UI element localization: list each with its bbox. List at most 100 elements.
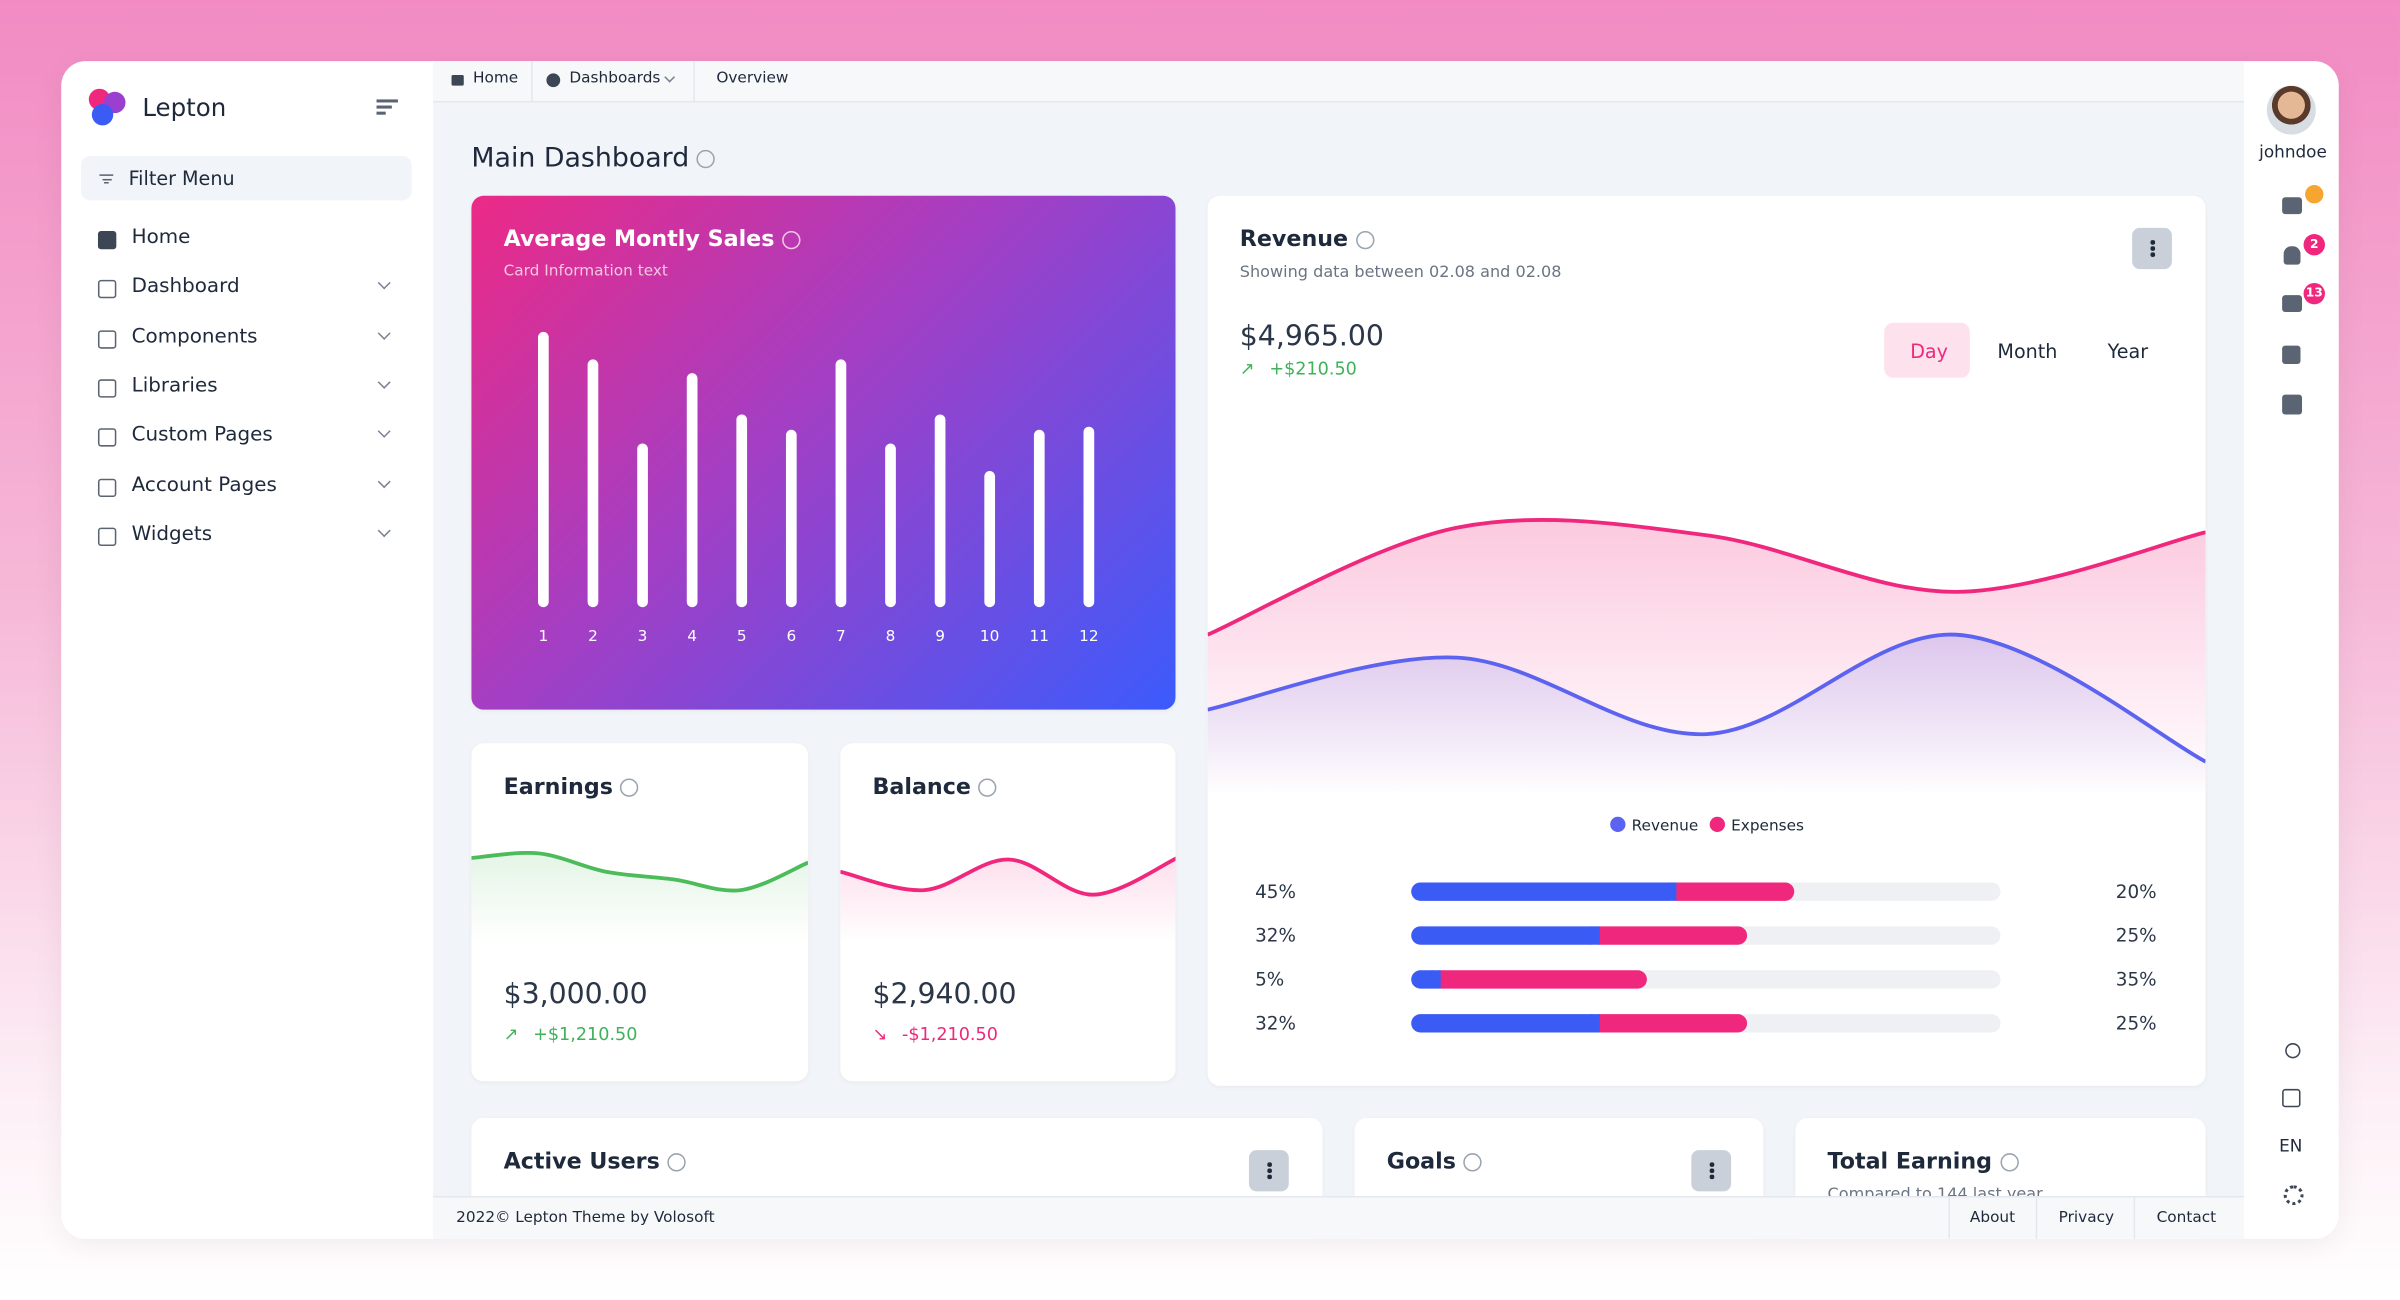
- progress-right: [1590, 1014, 1748, 1033]
- bar: [835, 359, 847, 608]
- bag-icon[interactable]: [2282, 345, 2301, 364]
- nav-item[interactable]: Widgets: [131, 522, 213, 546]
- nav-icon: [97, 379, 117, 398]
- bar: [538, 331, 549, 608]
- nav-item[interactable]: Dashboard: [131, 275, 240, 299]
- bar: [785, 429, 797, 608]
- line: [471, 851, 809, 893]
- tab[interactable]: Month: [1997, 339, 2058, 363]
- breadcrumb-item[interactable]: Home: [472, 70, 519, 88]
- contact-icon[interactable]: [2282, 197, 2303, 215]
- bar: [587, 359, 599, 608]
- bar: [736, 414, 748, 608]
- progress-joint: [1590, 926, 1600, 945]
- tab[interactable]: Day: [1910, 339, 1948, 363]
- area: [840, 858, 1176, 943]
- title-text: Revenue: [1239, 227, 1349, 253]
- footer-link[interactable]: About: [1969, 1209, 2016, 1227]
- bar: [1083, 426, 1095, 608]
- nav-icon: [97, 527, 117, 546]
- title-text: Total Earning: [1827, 1150, 1993, 1175]
- amount: $2,940.00: [872, 978, 1017, 1011]
- balance-card: Balance $2,940.00 ↘ -$1,210.50: [840, 743, 1176, 1082]
- progress-label: 25%: [2116, 1013, 2157, 1034]
- theme-icon[interactable]: [2285, 1043, 2301, 1059]
- x-tick-label: 5: [737, 627, 747, 645]
- progress-label: 5%: [1255, 970, 1284, 991]
- title-text: Active Users: [503, 1150, 660, 1175]
- username[interactable]: johndoe: [2259, 142, 2327, 163]
- nav-icon: [97, 230, 117, 250]
- progress-joint: [1431, 970, 1441, 989]
- progress-label: 20%: [2116, 882, 2157, 903]
- x-tick-label: 3: [638, 627, 648, 645]
- nav-item[interactable]: Libraries: [131, 374, 218, 398]
- copyright-text: 2022© Lepton Theme by: [456, 1209, 649, 1227]
- x-tick-label: 7: [836, 627, 846, 645]
- card-menu[interactable]: [1248, 1150, 1289, 1192]
- code-icon[interactable]: [2282, 1088, 2301, 1108]
- amount: $3,000.00: [503, 978, 648, 1011]
- nav-icon: [97, 428, 117, 447]
- nav-item[interactable]: Home: [131, 226, 191, 250]
- avatar[interactable]: [2266, 85, 2316, 135]
- revenue-amount: $4,965.00: [1239, 321, 1384, 354]
- nav-item[interactable]: Components: [131, 325, 258, 349]
- tab-active[interactable]: [1884, 322, 1970, 378]
- status-dot: [2305, 185, 2324, 204]
- x-tick-label: 11: [1030, 627, 1049, 645]
- chevron: [377, 326, 391, 340]
- nav-item[interactable]: Custom Pages: [131, 423, 273, 447]
- line: [1207, 518, 2206, 637]
- progress-left: [1411, 882, 1677, 901]
- footer: 2022© Lepton Theme by Volosoft About Pri…: [433, 1195, 2244, 1239]
- bar: [885, 443, 896, 608]
- card-menu[interactable]: [2132, 227, 2172, 270]
- settings-icon[interactable]: [2283, 1185, 2304, 1206]
- bell-icon[interactable]: [2283, 246, 2301, 265]
- footer-link[interactable]: Privacy: [2058, 1209, 2115, 1227]
- home-icon: [451, 74, 464, 86]
- legend-swatch: [1610, 816, 1626, 832]
- line: [1207, 632, 2206, 764]
- progress-left: [1411, 926, 1600, 945]
- card-title: Earnings: [504, 775, 639, 800]
- breadcrumb-item[interactable]: Overview: [716, 70, 789, 88]
- company[interactable]: Volosoft: [653, 1209, 715, 1227]
- card-title: Active Users: [503, 1150, 686, 1175]
- footer-link[interactable]: Contact: [2156, 1209, 2217, 1227]
- filter-menu[interactable]: Filter Menu: [81, 155, 412, 201]
- earnings-sparkline: [471, 851, 809, 943]
- progress-joint: [1590, 1014, 1600, 1033]
- card-title: Revenue: [1239, 227, 1375, 253]
- change-text: -$1,210.50: [901, 1023, 998, 1045]
- tab[interactable]: Year: [2107, 339, 2149, 363]
- card-title: Goals: [1386, 1150, 1483, 1175]
- change-text: +$1,210.50: [533, 1023, 638, 1045]
- nav-item[interactable]: Account Pages: [131, 473, 277, 497]
- progress-joint: [1667, 882, 1677, 901]
- nav-icon: [97, 477, 117, 497]
- title-text: Goals: [1386, 1150, 1456, 1175]
- logo: [86, 86, 129, 129]
- language[interactable]: EN: [2279, 1136, 2303, 1157]
- breadcrumb-item[interactable]: Dashboards: [569, 70, 661, 88]
- change: ↘ -$1,210.50: [872, 1023, 998, 1045]
- x-tick-label: 9: [935, 627, 945, 645]
- progress-label: 45%: [1255, 882, 1296, 903]
- bar: [1033, 429, 1045, 608]
- chevron: [377, 375, 391, 389]
- brand: Lepton: [142, 93, 227, 123]
- x-tick-label: 6: [786, 627, 796, 645]
- nav-icon: [97, 280, 117, 299]
- legend-label: Revenue: [1632, 816, 1699, 834]
- chat-icon[interactable]: [2282, 295, 2303, 312]
- calendar-icon[interactable]: [2282, 394, 2303, 415]
- card-menu[interactable]: [1691, 1150, 1732, 1192]
- menu-toggle[interactable]: [376, 99, 398, 114]
- revenue-change: ↗ +$210.50: [1239, 357, 1357, 380]
- progress-right: [1590, 926, 1748, 945]
- copyright: 2022© Lepton Theme by Volosoft: [456, 1210, 715, 1227]
- page-title: Main Dashboard: [471, 144, 716, 174]
